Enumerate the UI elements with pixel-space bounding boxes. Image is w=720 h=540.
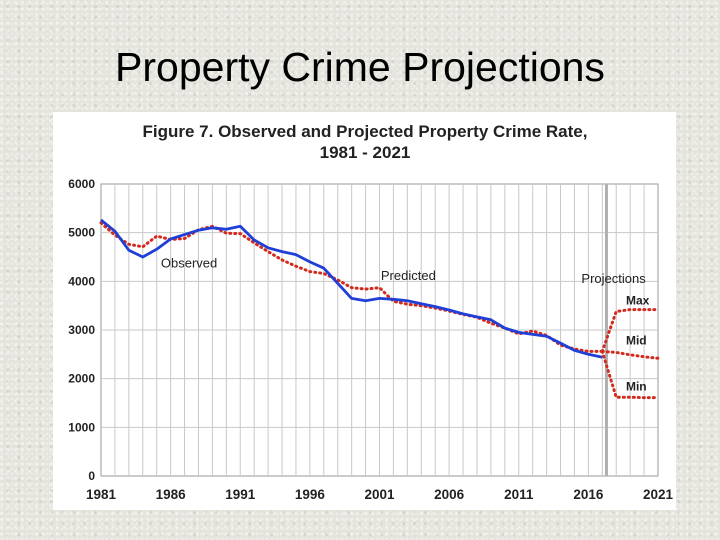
x-tick-label: 2001 xyxy=(364,487,395,502)
y-tick-label: 5000 xyxy=(68,226,95,240)
x-tick-label: 2011 xyxy=(504,487,534,502)
x-tick-label: 2006 xyxy=(434,487,465,502)
figure-title-line-1: Figure 7. Observed and Projected Propert… xyxy=(143,122,588,141)
dotted-series-line xyxy=(600,349,660,360)
annotation-label: Observed xyxy=(161,256,217,271)
annotation-label: Predicted xyxy=(381,268,436,283)
x-tick-label: 1981 xyxy=(86,487,117,502)
y-tick-label: 2000 xyxy=(68,372,95,386)
annotation-label: Min xyxy=(626,379,647,393)
y-tick-label: 1000 xyxy=(68,420,95,434)
figure-title-line-2: 1981 - 2021 xyxy=(320,143,411,162)
y-tick-label: 4000 xyxy=(68,274,95,288)
dotted-series-line xyxy=(600,349,660,400)
x-tick-label: 1986 xyxy=(156,487,187,502)
property-crime-chart: Figure 7. Observed and Projected Propert… xyxy=(68,122,673,502)
grid xyxy=(101,184,658,476)
annotation-label: Projections xyxy=(581,271,646,286)
dotted-series-line xyxy=(600,308,660,353)
x-tick-label: 1996 xyxy=(295,487,326,502)
y-tick-label: 0 xyxy=(88,469,95,483)
annotation-label: Max xyxy=(626,294,650,308)
y-tick-label: 3000 xyxy=(68,323,95,337)
annotation-label: Mid xyxy=(626,334,647,348)
axes: 0 1000 2000 3000 4000 5000 6000 1981 1986 1991 199… xyxy=(68,177,673,502)
annotations: Observed Predicted Projections Max Mid Min xyxy=(161,256,650,394)
x-tick-label: 2016 xyxy=(573,487,604,502)
chart-panel: Figure 7. Observed and Projected Propert… xyxy=(53,112,676,510)
observed-series-line xyxy=(100,218,603,359)
slide-title: Property Crime Projections xyxy=(115,44,605,90)
x-tick-label: 1991 xyxy=(225,487,256,502)
series-layer xyxy=(99,218,660,400)
y-tick-label: 6000 xyxy=(68,177,95,191)
x-tick-label: 2021 xyxy=(643,487,674,502)
figure-title: Figure 7. Observed and Projected Propert… xyxy=(143,122,588,162)
dotted-series-line xyxy=(99,221,604,353)
